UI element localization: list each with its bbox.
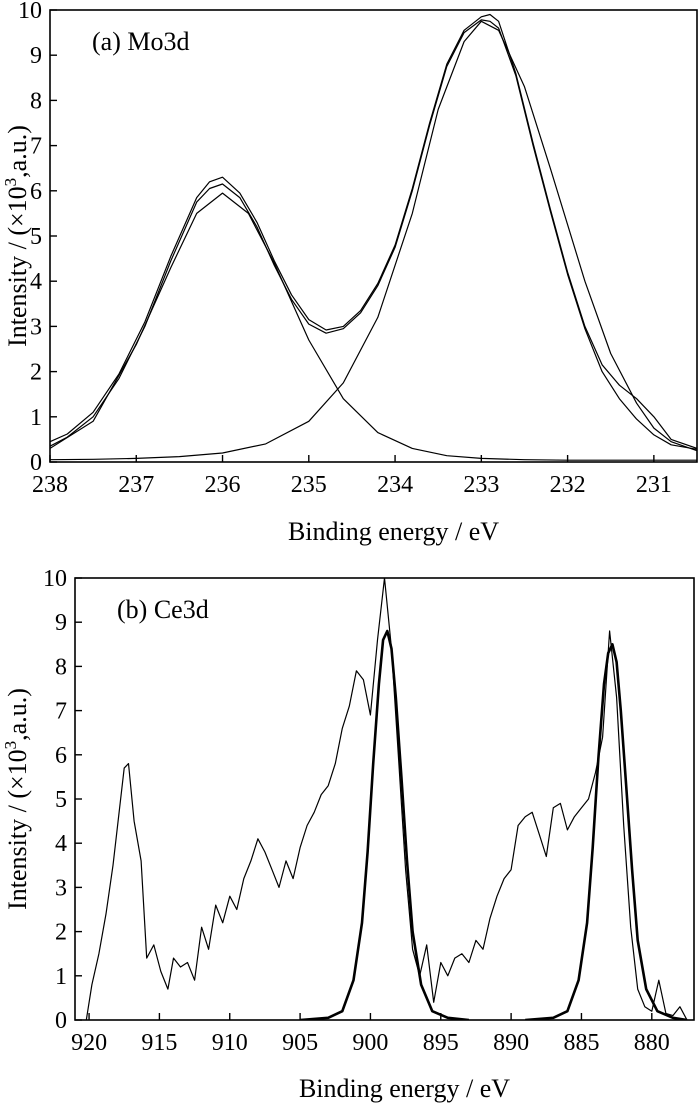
series-line-envelope-fit xyxy=(50,19,697,450)
x-tick-label: 920 xyxy=(71,1030,107,1056)
y-tick-label: 5 xyxy=(30,224,42,250)
x-tick-label: 235 xyxy=(291,472,327,498)
y-axis-label-superscript: 3 xyxy=(1,741,20,750)
plot-frame xyxy=(74,577,695,1021)
y-tick-label: 7 xyxy=(30,134,42,160)
y-axis-label-main: Intensity / (×10 xyxy=(3,749,32,910)
series-group xyxy=(50,13,697,461)
y-tick-label: 9 xyxy=(30,43,42,69)
y-tick-label: 7 xyxy=(55,699,67,725)
y-tick-label: 8 xyxy=(55,654,67,680)
y-tick-label: 1 xyxy=(55,964,67,990)
y-axis-label: Intensity / (×103,a.u.) xyxy=(1,125,32,347)
y-tick-label: 2 xyxy=(30,360,42,386)
x-tick-label: 885 xyxy=(563,1030,599,1056)
panel-a: 238 237 236 235 234 233 232 231012345678910(a) … xyxy=(1,0,698,546)
y-axis-label-tail: ,a.u.) xyxy=(3,688,32,741)
x-tick-label: 895 xyxy=(423,1030,459,1056)
y-axis-label: Intensity / (×103,a.u.) xyxy=(1,688,32,910)
y-tick-label: 6 xyxy=(30,179,42,205)
x-tick-label: 890 xyxy=(493,1030,529,1056)
x-axis-label: Binding energy / eV xyxy=(299,1074,510,1103)
y-tick-label: 10 xyxy=(43,566,67,592)
y-tick-label: 2 xyxy=(55,920,67,946)
series-group xyxy=(85,578,688,1020)
y-tick-label: 4 xyxy=(30,269,42,295)
y-tick-label: 1 xyxy=(30,405,42,431)
panel-annotation: (a) Mo3d xyxy=(92,27,189,56)
x-axis-label: Binding energy / eV xyxy=(288,517,499,546)
series-line-fit-peak-883 xyxy=(525,643,688,1020)
y-tick-label: 3 xyxy=(30,314,42,340)
x-tick-label: 232 xyxy=(550,472,586,498)
y-tick-label: 9 xyxy=(55,610,67,636)
y-tick-label: 5 xyxy=(55,787,67,813)
plot-frame xyxy=(49,9,698,463)
y-axis-label-tail: ,a.u.) xyxy=(3,125,32,178)
y-axis-label-superscript: 3 xyxy=(1,178,20,187)
y-tick-label: 0 xyxy=(55,1008,67,1034)
y-tick-label: 4 xyxy=(55,831,67,857)
x-tick-label: 910 xyxy=(212,1030,248,1056)
x-tick-label: 234 xyxy=(377,472,413,498)
x-tick-label: 880 xyxy=(634,1030,670,1056)
x-tick-label: 233 xyxy=(463,472,499,498)
series-line-measured xyxy=(85,578,688,1020)
x-tick-label: 900 xyxy=(352,1030,388,1056)
x-tick-label: 238 xyxy=(32,472,68,498)
x-tick-label: 915 xyxy=(141,1030,177,1056)
x-tick-label: 231 xyxy=(636,472,672,498)
y-tick-label: 6 xyxy=(55,743,67,769)
y-axis-label-main: Intensity / (×10 xyxy=(3,186,32,347)
panel-annotation: (b) Ce3d xyxy=(117,595,209,624)
series-line-Mo3d5/2-component xyxy=(50,20,697,461)
y-tick-label: 8 xyxy=(30,88,42,114)
x-tick-label: 905 xyxy=(282,1030,318,1056)
series-line-fit-peak-899 xyxy=(299,629,470,1020)
x-tick-label: 236 xyxy=(205,472,241,498)
y-tick-label: 0 xyxy=(30,450,42,476)
y-tick-label: 3 xyxy=(55,875,67,901)
x-tick-label: 237 xyxy=(118,472,154,498)
y-tick-label: 10 xyxy=(18,0,42,24)
series-line-measured xyxy=(50,13,697,449)
panel-b: 920 915 910 905 900 895 890 885 880012345678910(… xyxy=(1,566,695,1103)
